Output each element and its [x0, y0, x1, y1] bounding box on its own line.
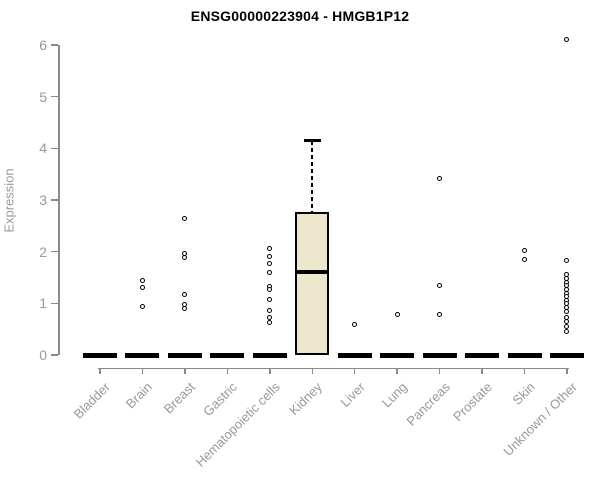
x-axis-tick	[566, 367, 568, 374]
outlier-point	[564, 308, 570, 314]
x-axis-tick	[184, 367, 186, 374]
outlier-point	[267, 315, 273, 321]
outlier-point	[182, 255, 188, 261]
x-axis-tick	[396, 367, 398, 374]
outlier-point	[437, 282, 443, 288]
x-axis-tick	[353, 367, 356, 374]
outlier-point	[522, 256, 527, 262]
x-axis-tick	[269, 367, 271, 374]
box	[295, 211, 330, 355]
outlier-point	[267, 260, 273, 266]
collapsed-box-median	[507, 352, 542, 358]
outlier-point	[394, 312, 400, 318]
outlier-point	[564, 314, 570, 320]
y-axis-tick	[51, 199, 58, 201]
collapsed-box-median	[465, 352, 500, 358]
x-axis-tick	[523, 367, 526, 374]
x-axis-line	[98, 367, 569, 369]
outlier-point	[352, 321, 358, 327]
x-axis-tick	[481, 367, 483, 374]
collapsed-box-median	[337, 352, 372, 358]
x-axis-tick	[141, 367, 144, 374]
outlier-point	[267, 307, 273, 313]
median-line	[295, 270, 330, 275]
outlier-point	[564, 324, 570, 330]
collapsed-box-median	[125, 352, 160, 358]
y-axis-label: Expression	[1, 168, 17, 233]
outlier-point	[564, 258, 570, 264]
outlier-point	[267, 287, 273, 293]
y-tick-label: 4	[39, 140, 47, 157]
outlier-point	[267, 254, 273, 260]
outlier-point	[182, 306, 188, 311]
y-axis-tick	[51, 302, 58, 305]
outlier-point	[267, 320, 273, 326]
outlier-point	[564, 328, 570, 334]
y-tick-label: 6	[39, 37, 47, 53]
upper-whisker-cap	[303, 139, 321, 142]
collapsed-box-median	[549, 352, 584, 358]
outlier-point	[182, 250, 188, 256]
collapsed-box-median	[83, 352, 117, 358]
x-axis-tick	[438, 367, 441, 374]
chart-title: ENSG00000223904 - HMGB1P12	[190, 8, 410, 24]
x-axis-tick	[226, 367, 229, 374]
outlier-point	[267, 245, 273, 251]
outlier-point	[267, 296, 273, 302]
y-tick-label: 0	[39, 347, 47, 363]
outlier-point	[522, 247, 527, 253]
outlier-point	[437, 312, 443, 318]
y-tick-label: 3	[39, 192, 47, 208]
collapsed-box-median	[422, 352, 457, 358]
upper-whisker	[311, 140, 314, 212]
y-tick-label: 1	[39, 295, 47, 312]
outlier-point	[139, 284, 145, 290]
collapsed-box-median	[252, 352, 287, 358]
y-axis-tick	[51, 354, 58, 356]
collapsed-box-median	[167, 352, 202, 358]
x-axis-tick	[99, 367, 101, 374]
y-tick-label: 2	[39, 243, 47, 260]
collapsed-box-median	[210, 352, 245, 358]
outlier-point	[139, 277, 145, 283]
outlier-point	[437, 175, 443, 181]
y-tick-label: 5	[39, 88, 47, 105]
outlier-point	[267, 270, 273, 276]
outlier-point	[182, 291, 188, 297]
y-axis-tick	[51, 44, 58, 46]
outlier-point	[564, 37, 570, 43]
outlier-point	[182, 215, 188, 221]
y-axis-tick	[51, 95, 58, 98]
collapsed-box-median	[380, 352, 415, 358]
x-axis-tick	[311, 367, 313, 374]
outlier-point	[139, 304, 145, 310]
y-axis-tick	[51, 147, 58, 150]
y-axis-tick	[51, 250, 58, 253]
y-axis-line	[58, 45, 60, 355]
outlier-point	[564, 319, 570, 325]
